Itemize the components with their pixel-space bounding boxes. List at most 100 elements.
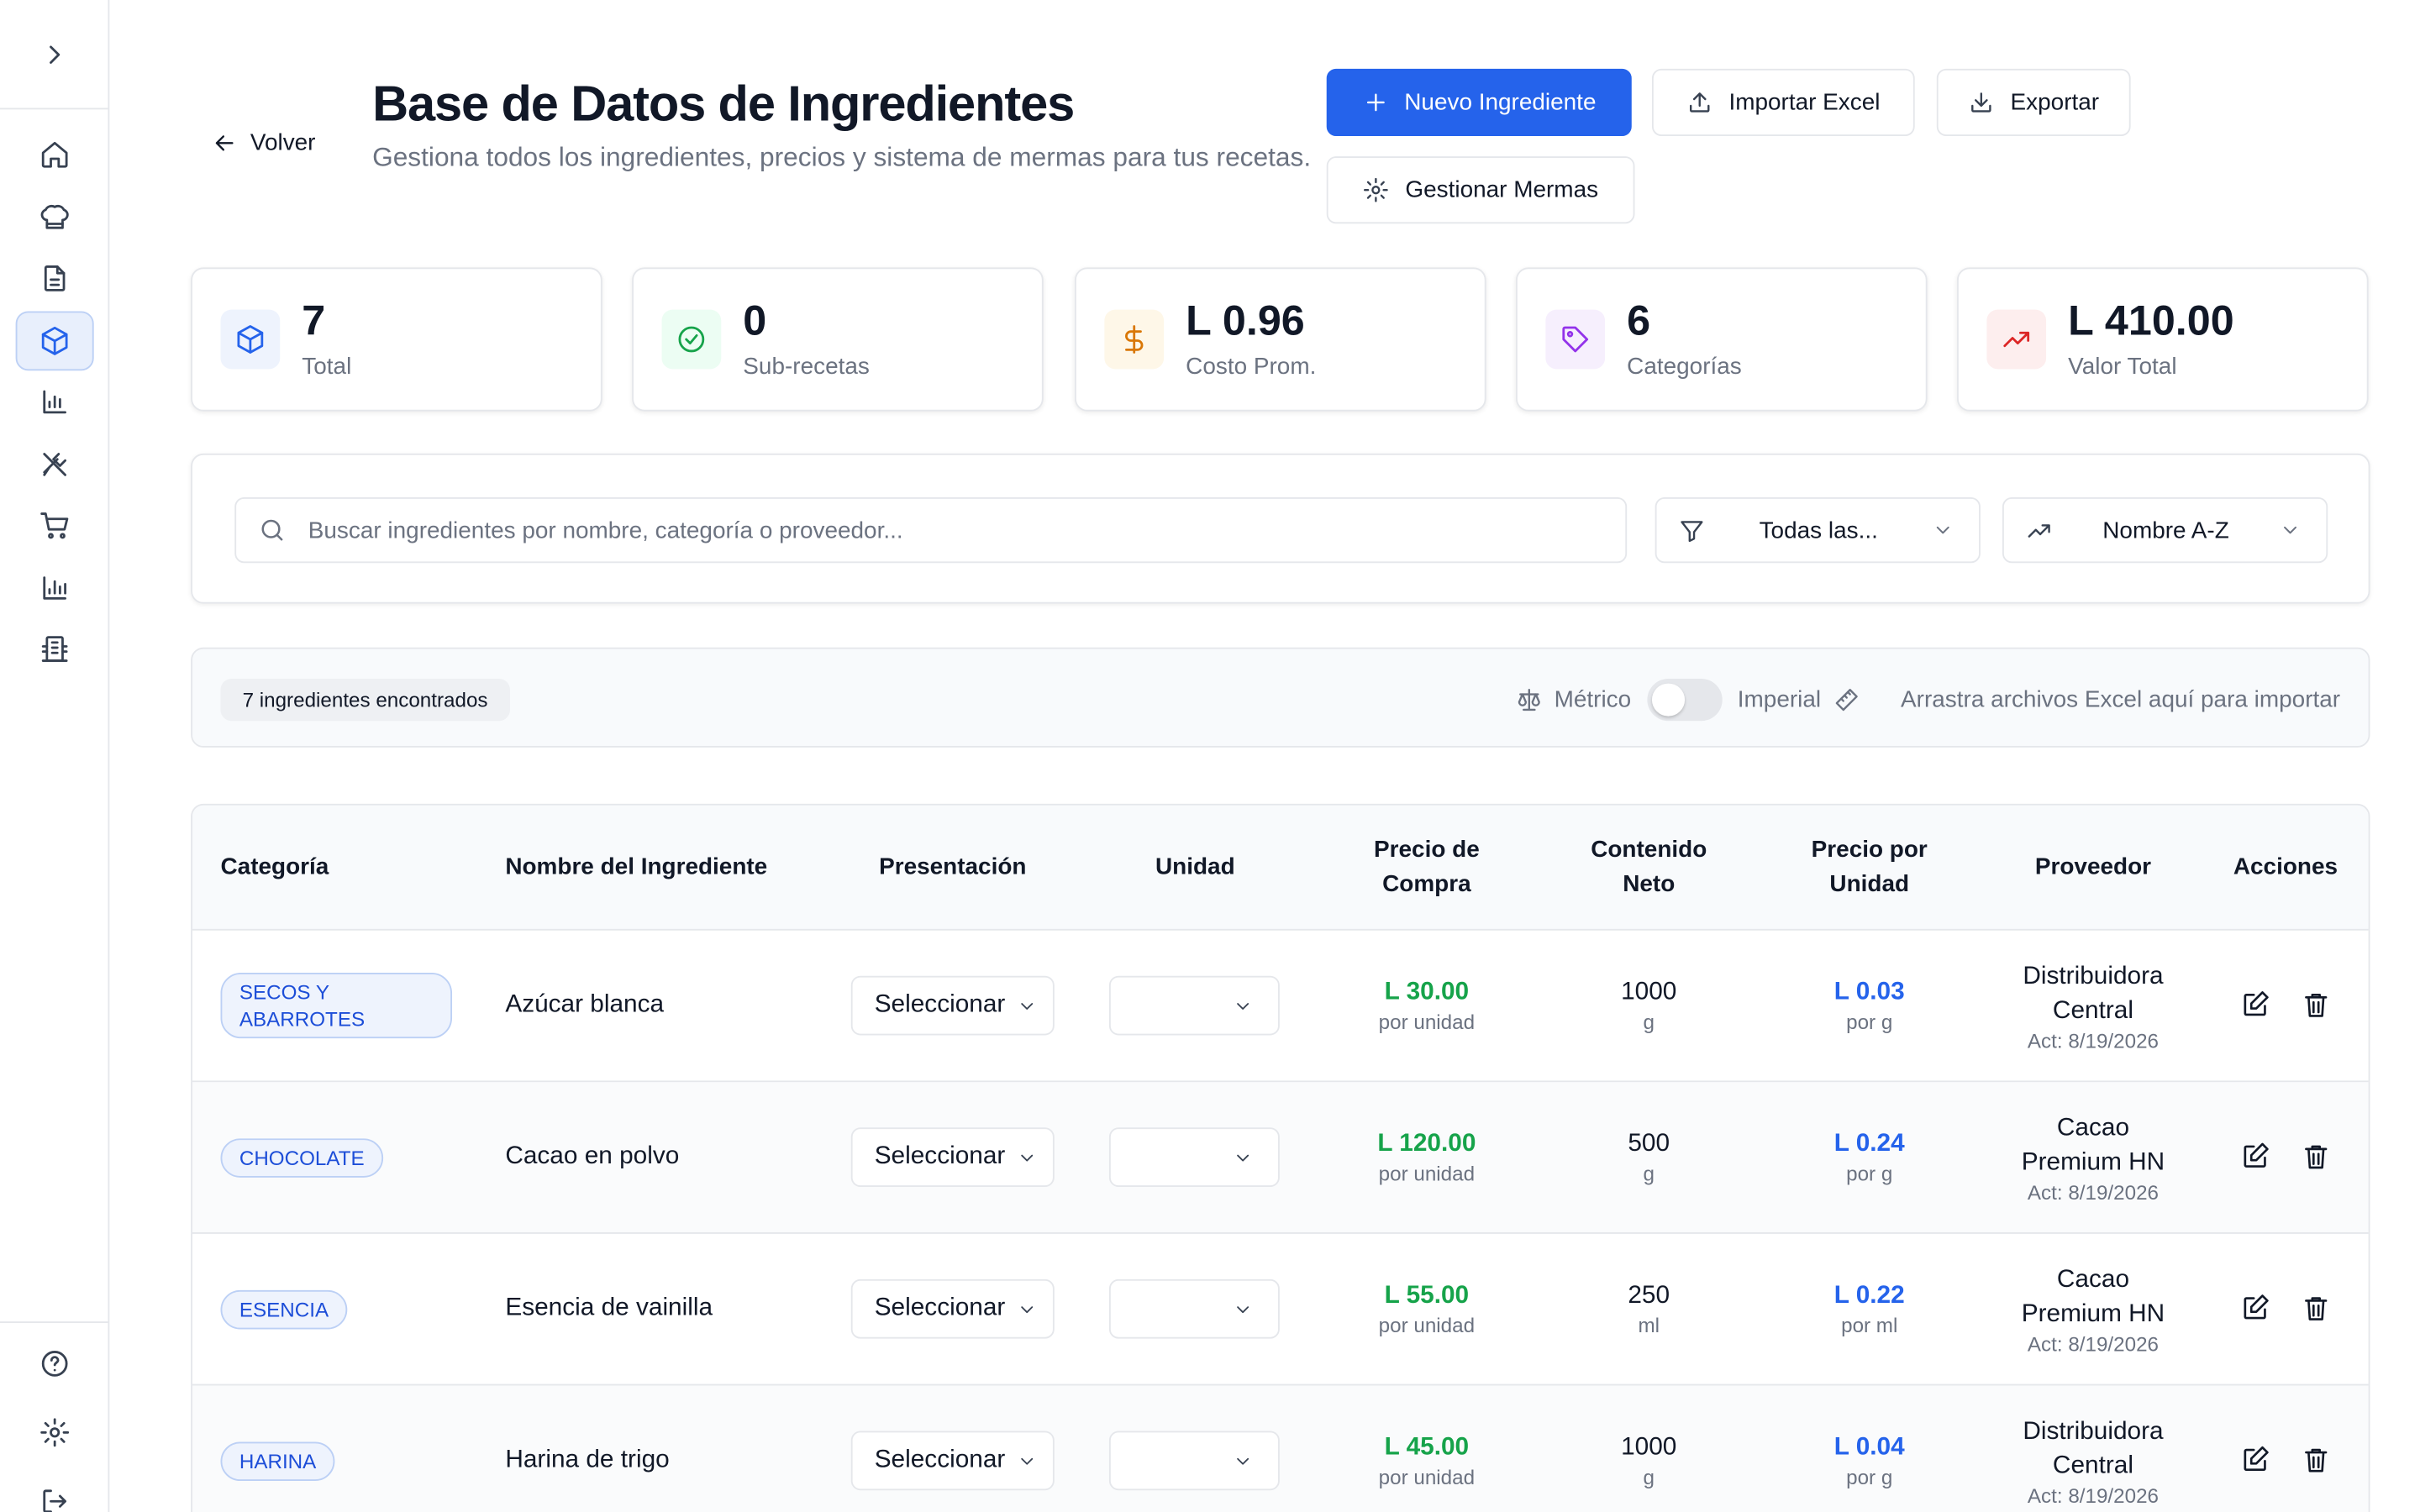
sidebar-item-help[interactable] <box>15 1336 93 1392</box>
provider-cell: Cacao Premium HN Act: 8/19/2026 <box>2007 1082 2180 1232</box>
new-ingredient-label: Nuevo Ingrediente <box>1404 89 1597 116</box>
net-content-unit: g <box>1643 1161 1655 1185</box>
presentation-select[interactable]: Seleccionar <box>850 975 1055 1036</box>
column-header-unit-price[interactable]: Precio por Unidad <box>1783 806 1955 931</box>
import-excel-button[interactable]: Importar Excel <box>1651 68 1915 136</box>
column-header-purchase-price[interactable]: Precio de Compra <box>1340 806 1512 931</box>
category-cell: HARINA <box>192 1385 505 1512</box>
sidebar-toggle-button[interactable] <box>0 0 108 110</box>
box-icon <box>237 325 264 354</box>
stat-card-avg-cost: L 0.96 Costo Prom. <box>1074 267 1486 412</box>
purchase-price-cell: L 45.00 por unidad <box>1340 1385 1512 1512</box>
gear-icon <box>1364 177 1389 202</box>
back-link[interactable]: Volver <box>211 130 316 156</box>
trash-icon[interactable] <box>2302 1294 2331 1323</box>
stat-icon-box <box>1545 309 1606 370</box>
sidebar-item-cart[interactable] <box>15 496 93 555</box>
unit-select[interactable] <box>1108 1431 1280 1491</box>
edit-icon[interactable] <box>2240 1142 2270 1171</box>
table-row: SECOS Y ABARROTES Azúcar blanca Seleccio… <box>192 931 2369 1083</box>
unit-price-unit: por g <box>1846 1464 1893 1488</box>
import-excel-label: Importar Excel <box>1728 89 1881 116</box>
manage-mermas-button[interactable]: Gestionar Mermas <box>1326 156 1635 224</box>
unit-price: L 0.24 <box>1833 1130 1905 1157</box>
category-badge: ESENCIA <box>220 1289 348 1329</box>
edit-icon[interactable] <box>2240 1294 2270 1323</box>
sidebar-item-utensils[interactable] <box>15 434 93 494</box>
document-icon <box>43 265 65 291</box>
purchase-price-cell: L 55.00 por unidad <box>1340 1234 1512 1384</box>
stat-value: L 0.96 <box>1186 297 1305 344</box>
edit-icon[interactable] <box>2240 1445 2270 1474</box>
stat-value: 6 <box>1627 297 1651 344</box>
presentation-select[interactable]: Seleccionar <box>850 1431 1055 1491</box>
purchase-price: L 120.00 <box>1377 1130 1476 1157</box>
sidebar-item-home[interactable] <box>15 125 93 185</box>
toggle-knob <box>1651 683 1685 717</box>
stat-label: Costo Prom. <box>1186 353 1317 381</box>
analytics-icon <box>42 575 66 599</box>
stat-label: Categorías <box>1627 353 1742 381</box>
sort-select[interactable]: Nombre A-Z <box>2002 497 2328 564</box>
logout-icon <box>42 1489 66 1512</box>
trash-icon[interactable] <box>2302 990 2331 1019</box>
purchase-price: L 55.00 <box>1384 1281 1470 1309</box>
trash-icon[interactable] <box>2302 1142 2331 1171</box>
stat-value: 0 <box>743 297 767 344</box>
unit-select[interactable] <box>1108 1278 1280 1339</box>
provider-name: Cacao <box>2056 1266 2130 1293</box>
help-circle-icon <box>40 1351 67 1377</box>
sidebar <box>0 0 110 1512</box>
home-icon <box>40 141 67 168</box>
unit-price-cell: L 0.24 por g <box>1783 1082 1955 1232</box>
category-line: ABARROTES <box>239 1006 366 1031</box>
net-content-cell: 250 ml <box>1563 1234 1735 1384</box>
sidebar-item-ingredients[interactable] <box>14 310 93 370</box>
header-line: Precio por <box>1811 837 1928 864</box>
column-header-net-content[interactable]: Contenido Neto <box>1563 806 1735 931</box>
unit-price-cell: L 0.04 por g <box>1783 1385 1955 1512</box>
presentation-select[interactable]: Seleccionar <box>850 1127 1055 1188</box>
presentation-select[interactable]: Seleccionar <box>850 1278 1055 1339</box>
net-content-cell: 1000 g <box>1563 931 1735 1081</box>
trash-icon[interactable] <box>2302 1445 2331 1474</box>
column-header-name[interactable]: Nombre del Ingrediente <box>505 853 768 881</box>
net-content-cell: 500 g <box>1563 1082 1735 1232</box>
export-button[interactable]: Exportar <box>1936 68 2131 136</box>
ingredient-name: Harina de trigo <box>505 1446 670 1473</box>
sidebar-item-documents[interactable] <box>15 249 93 308</box>
provider-cell: Cacao Premium HN Act: 8/19/2026 <box>2007 1234 2180 1384</box>
download-icon <box>1971 92 1991 113</box>
net-content-unit: g <box>1643 1009 1655 1033</box>
sidebar-item-recipes[interactable] <box>15 186 93 246</box>
column-header-category[interactable]: Categoría <box>220 853 329 881</box>
unit-select[interactable] <box>1108 1127 1280 1188</box>
unit-price-unit: por ml <box>1841 1312 1898 1336</box>
sidebar-item-settings[interactable] <box>15 1404 93 1461</box>
sidebar-item-logout[interactable] <box>15 1473 93 1512</box>
unit-select[interactable] <box>1108 975 1280 1036</box>
sidebar-item-reports[interactable] <box>15 372 93 432</box>
presentation-value: Seleccionar <box>874 1446 1006 1473</box>
column-header-provider[interactable]: Proveedor <box>2034 853 2152 881</box>
column-header-unit[interactable]: Unidad <box>1155 853 1235 881</box>
unit-system-toggle[interactable] <box>1646 678 1723 722</box>
arrow-left-icon <box>215 135 234 151</box>
updated-date: Act: 8/19/2026 <box>2027 1331 2160 1356</box>
sidebar-nav <box>0 125 108 681</box>
sidebar-item-building[interactable] <box>15 619 93 679</box>
stat-icon-box <box>661 309 722 370</box>
metric-label: Métrico <box>1554 686 1632 713</box>
new-ingredient-button[interactable]: Nuevo Ingrediente <box>1326 68 1632 136</box>
tag-icon <box>1562 326 1589 353</box>
imperial-label: Imperial <box>1737 686 1822 713</box>
category-filter-select[interactable]: Todas las... <box>1655 497 1981 564</box>
column-header-actions: Acciones <box>2233 853 2338 881</box>
column-header-presentation[interactable]: Presentación <box>879 853 1027 881</box>
sidebar-item-analytics[interactable] <box>15 558 93 617</box>
search-input[interactable] <box>308 517 1591 543</box>
edit-icon[interactable] <box>2240 990 2270 1019</box>
table-header: Categoría Nombre del Ingrediente Present… <box>192 805 2369 931</box>
unit-price-unit: por g <box>1846 1161 1893 1185</box>
sidebar-bottom <box>0 1321 108 1512</box>
